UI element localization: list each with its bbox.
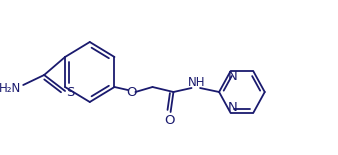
Text: O: O (164, 115, 175, 128)
Text: O: O (126, 86, 137, 98)
Text: N: N (227, 101, 237, 114)
Text: N: N (227, 70, 237, 83)
Text: NH: NH (188, 77, 205, 89)
Text: S: S (66, 86, 74, 100)
Text: H₂N: H₂N (0, 82, 21, 95)
